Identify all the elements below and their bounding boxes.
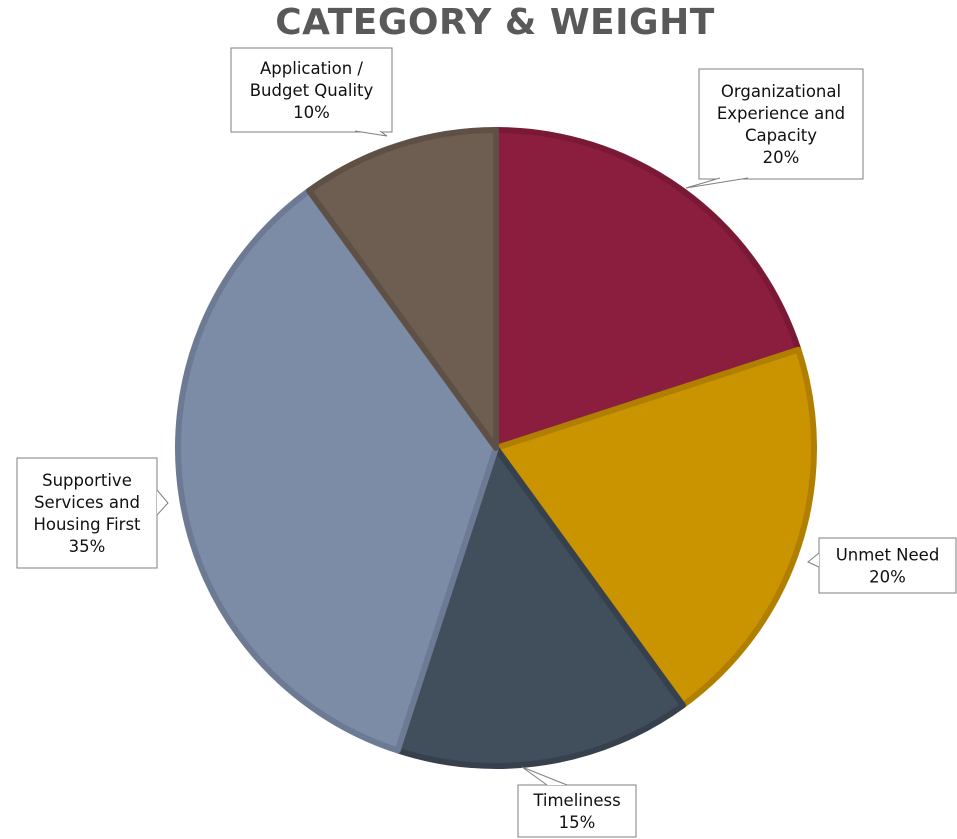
slice-name-label: Timeliness (532, 791, 620, 810)
pie-slice-1 (493, 346, 817, 709)
slice-name-label: Organizational (721, 82, 841, 101)
callout-box (698, 68, 864, 180)
slice-value-label: 20% (869, 568, 906, 587)
slice-name-label: Application / (260, 59, 363, 78)
callout-box (230, 47, 393, 133)
slice-label-1: Unmet Need 20% (807, 537, 957, 594)
slice-value-label: 10% (293, 103, 330, 122)
slice-value-label: 15% (559, 813, 596, 832)
slice-label-3: Supportive Services and Housing First 35% (16, 457, 169, 569)
callout-pointer (685, 177, 749, 189)
pie-slice-2 (394, 445, 686, 769)
slice-name-label: Services and (34, 493, 140, 512)
callout-pointer (521, 766, 568, 786)
slice-label-2: Timeliness 15% (517, 766, 637, 838)
slice-name-label: Capacity (745, 126, 817, 145)
slice-name-label: Housing First (33, 515, 141, 534)
slice-label-0: Organizational Experience and Capacity 20% (685, 68, 864, 189)
callout-pointer (156, 489, 169, 516)
chart-title: CATEGORY & WEIGHT (275, 2, 715, 43)
slice-name-label: Unmet Need (836, 546, 940, 565)
pie-slice-0 (493, 127, 802, 451)
slice-value-label: 20% (763, 148, 800, 167)
slice-name-label: Budget Quality (250, 81, 374, 100)
callout-box (517, 784, 637, 838)
slice-name-label: Supportive (42, 471, 132, 490)
slice-name-label: Experience and (717, 104, 845, 123)
pie-slice-4 (306, 127, 499, 451)
callout-pointer (807, 552, 820, 568)
callout-box (16, 457, 158, 569)
slice-value-label: 35% (69, 537, 106, 556)
callout-pointer (354, 130, 388, 137)
pie-slice-3 (175, 187, 499, 754)
slice-label-4: Application / Budget Quality 10% (230, 47, 393, 137)
